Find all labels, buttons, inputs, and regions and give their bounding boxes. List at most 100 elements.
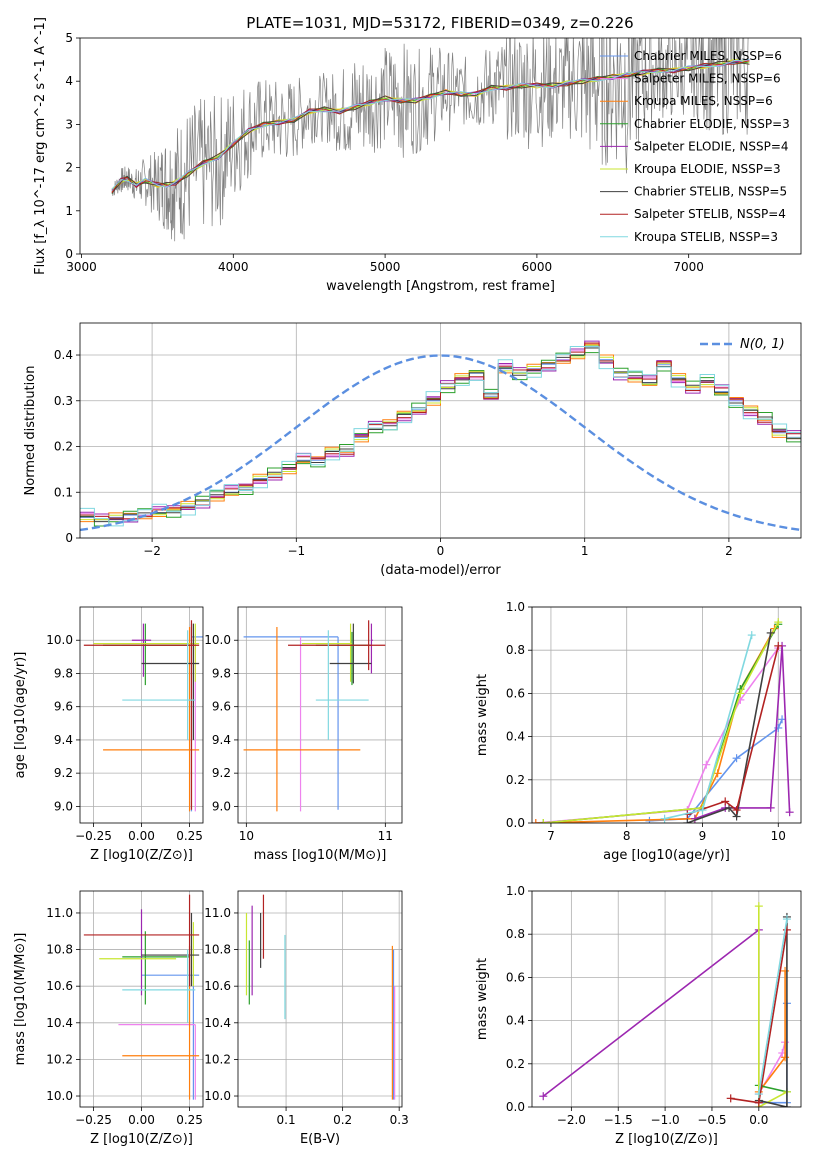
x-tick-label: −2.0 (557, 1113, 586, 1127)
mass-weight-vs-age-y-label: mass weight (475, 674, 490, 756)
mass-weight-vs-age-panel: 7 8 9 10 0.0 0.2 0.4 0.6 0.8 1.0 age [log10(age/yr… (475, 600, 802, 863)
x-tick-label: 11 (378, 829, 393, 843)
y-tick-label: 9.8 (54, 666, 73, 680)
spectrum-panel: 3000 4000 5000 6000 7000 0 1 2 3 4 5 wavelength [An… (33, 17, 802, 294)
x-tick-label: 2 (725, 544, 733, 558)
x-tick-label: 0.1 (277, 1113, 296, 1127)
y-tick-label: 10.6 (46, 979, 73, 993)
y-tick-label: 4 (65, 74, 73, 88)
x-tick-label: 4000 (218, 260, 249, 274)
x-tick-label: −1.0 (651, 1113, 680, 1127)
mass-weight-vs-z-plot-area (539, 902, 791, 1107)
model-spectrum-line (111, 60, 750, 194)
axes-frame (79, 606, 204, 824)
axes-frame (79, 890, 204, 1108)
x-tick-label: 0.2 (333, 1113, 352, 1127)
y-tick-label: 10.2 (46, 1052, 73, 1066)
y-tick-label: 10.0 (204, 1089, 231, 1103)
age-vs-mass-x-label: mass [log10(M/M⊙)] (254, 848, 387, 863)
age-vs-z-panel: −0.25 0.00 0.25 9.0 9.2 9.4 9.6 9.8 10.0 Z [log10… (13, 606, 204, 863)
y-tick-label: 0.4 (506, 730, 525, 744)
mass-vs-ebv-x-label: E(B-V) (300, 1132, 340, 1147)
x-tick-label: 1 (581, 544, 589, 558)
x-tick-label: −1.5 (604, 1113, 633, 1127)
mass-weight-line (687, 632, 772, 823)
y-tick-label: 5 (65, 31, 73, 45)
gaussian-legend-label: N(0, 1) (740, 337, 785, 352)
x-tick-label: 8 (623, 829, 631, 843)
mass-vs-z-y-label: mass [log10(M/M⊙)] (13, 933, 28, 1066)
mass-vs-z-plot-area (83, 894, 200, 1100)
y-tick-label: 0.6 (506, 686, 525, 700)
y-tick-label: 9.6 (54, 700, 73, 714)
spectrum-plot-area (111, 38, 750, 242)
legend-label: Salpeter MILES, NSSP=6 (634, 72, 781, 86)
mass-weight-line (758, 918, 788, 1095)
y-tick-label: 9.6 (212, 700, 231, 714)
y-tick-label: 0.6 (506, 970, 525, 984)
y-tick-label: 0.4 (506, 1014, 525, 1028)
y-tick-label: 3 (65, 117, 73, 131)
x-tick-label: 10 (771, 829, 786, 843)
y-tick-label: 10.0 (46, 1089, 73, 1103)
y-tick-label: 0.8 (506, 927, 525, 941)
legend-label: Kroupa MILES, NSSP=6 (634, 94, 773, 108)
axes-frame (531, 606, 802, 824)
y-tick-label: 9.4 (54, 733, 73, 747)
model-spectrum-line (111, 60, 750, 194)
legend-label: Chabrier ELODIE, NSSP=3 (634, 117, 790, 131)
residuals-y-label: Normed distribution (23, 366, 38, 496)
mass-weight-line (543, 621, 780, 823)
residuals-plot-area (80, 340, 801, 532)
x-tick-label: −0.25 (75, 829, 112, 843)
mass-weight-vs-age-plot-area (532, 618, 794, 823)
y-tick-label: 0.8 (506, 643, 525, 657)
x-tick-label: −1 (287, 544, 305, 558)
residuals-panel: −2 −1 0 1 2 0 0.1 0.2 0.3 0.4 (data-model)/error No… (23, 322, 802, 578)
y-tick-label: 10.8 (204, 943, 231, 957)
y-tick-label: 9.2 (212, 766, 231, 780)
age-vs-mass-plot-area (243, 620, 386, 812)
y-tick-label: 9.0 (212, 799, 231, 813)
age-vs-z-plot-area (83, 620, 203, 812)
mass-weight-vs-z-y-label: mass weight (475, 958, 490, 1040)
y-tick-label: 10.8 (46, 943, 73, 957)
y-tick-label: 1.0 (506, 600, 525, 614)
mass-weight-line (758, 1084, 788, 1093)
y-tick-label: 0.2 (506, 1057, 525, 1071)
mass-weight-line (758, 916, 788, 1107)
x-tick-label: 7 (547, 829, 555, 843)
residuals-x-label: (data-model)/error (380, 563, 501, 578)
x-tick-label: 0.00 (128, 829, 155, 843)
legend-label: Kroupa STELIB, NSSP=3 (634, 230, 778, 244)
spectrum-legend: Chabrier MILES, NSSP=6 Salpeter MILES, NS… (600, 49, 790, 244)
x-tick-label: 9 (699, 829, 707, 843)
y-tick-label: 0.4 (54, 348, 73, 362)
y-tick-label: 2 (65, 161, 73, 175)
x-tick-label: 10 (239, 829, 254, 843)
x-tick-label: −2 (143, 544, 161, 558)
y-tick-label: 0.1 (54, 485, 73, 499)
histogram-step-line (80, 342, 801, 520)
y-tick-label: 11.0 (204, 906, 231, 920)
mass-vs-ebv-panel: 0.1 0.2 0.3 10.0 10.2 10.4 10.6 10.8 11.0 E(B-V) (204, 890, 409, 1147)
y-tick-label: 1 (65, 204, 73, 218)
x-tick-label: 3000 (66, 260, 97, 274)
spectrum-title: PLATE=1031, MJD=53172, FIBERID=0349, z=0… (246, 14, 633, 32)
axes-frame (237, 890, 403, 1108)
y-tick-label: 10.4 (204, 1016, 231, 1030)
y-tick-label: 9.8 (212, 666, 231, 680)
x-tick-label: 5000 (370, 260, 401, 274)
y-tick-label: 10.2 (204, 1052, 231, 1066)
y-tick-label: 10.0 (204, 633, 231, 647)
spectrum-x-label: wavelength [Angstrom, rest frame] (326, 279, 555, 294)
legend-label: Chabrier MILES, NSSP=6 (634, 49, 782, 63)
mass-weight-line (757, 906, 788, 1107)
x-tick-label: 0.00 (128, 1113, 155, 1127)
age-vs-z-x-label: Z [log10(Z/Z⊙)] (90, 848, 193, 863)
y-tick-label: 0 (65, 247, 73, 261)
x-tick-label: 0.0 (749, 1113, 768, 1127)
mass-weight-vs-z-x-label: Z [log10(Z/Z⊙)] (615, 1132, 718, 1147)
